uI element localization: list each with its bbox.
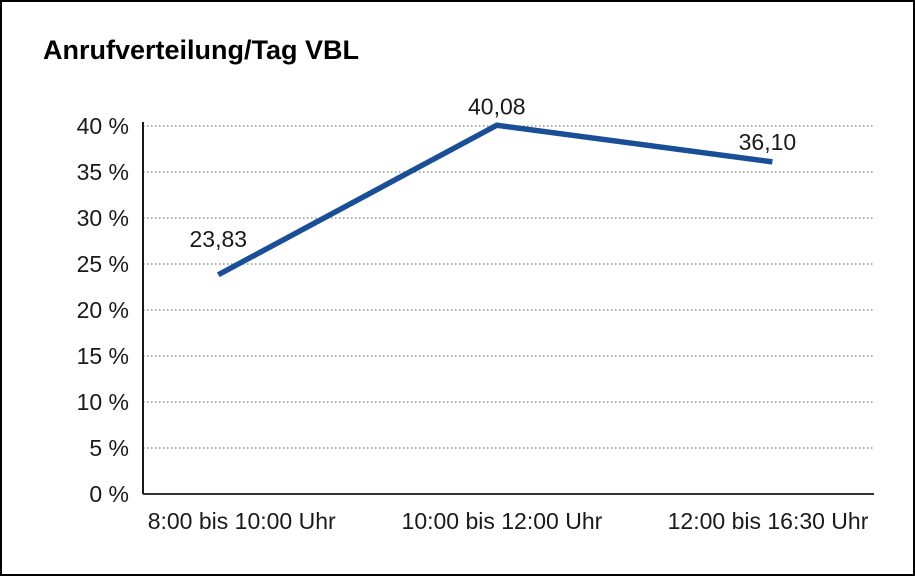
- y-tick-label: 20 %: [77, 297, 129, 323]
- y-tick-label: 35 %: [77, 159, 129, 185]
- data-line: [216, 122, 773, 278]
- y-tick-label: 15 %: [77, 343, 129, 369]
- x-category-label: 10:00 bis 12:00 Uhr: [402, 508, 603, 534]
- data-label: 40,08: [468, 93, 526, 119]
- chart-title: Anrufverteilung/Tag VBL: [43, 35, 360, 65]
- y-tick-label: 25 %: [77, 251, 129, 277]
- y-tick-label: 30 %: [77, 205, 129, 231]
- y-tick-label: 0 %: [89, 481, 129, 507]
- x-category-label: 8:00 bis 10:00 Uhr: [148, 508, 336, 534]
- y-tick-label: 5 %: [89, 435, 129, 461]
- y-tick-label: 10 %: [77, 389, 129, 415]
- data-label: 23,83: [190, 226, 248, 252]
- x-category-label: 12:00 bis 16:30 Uhr: [668, 508, 869, 534]
- data-label: 36,10: [739, 129, 797, 155]
- y-tick-label: 40 %: [77, 113, 129, 139]
